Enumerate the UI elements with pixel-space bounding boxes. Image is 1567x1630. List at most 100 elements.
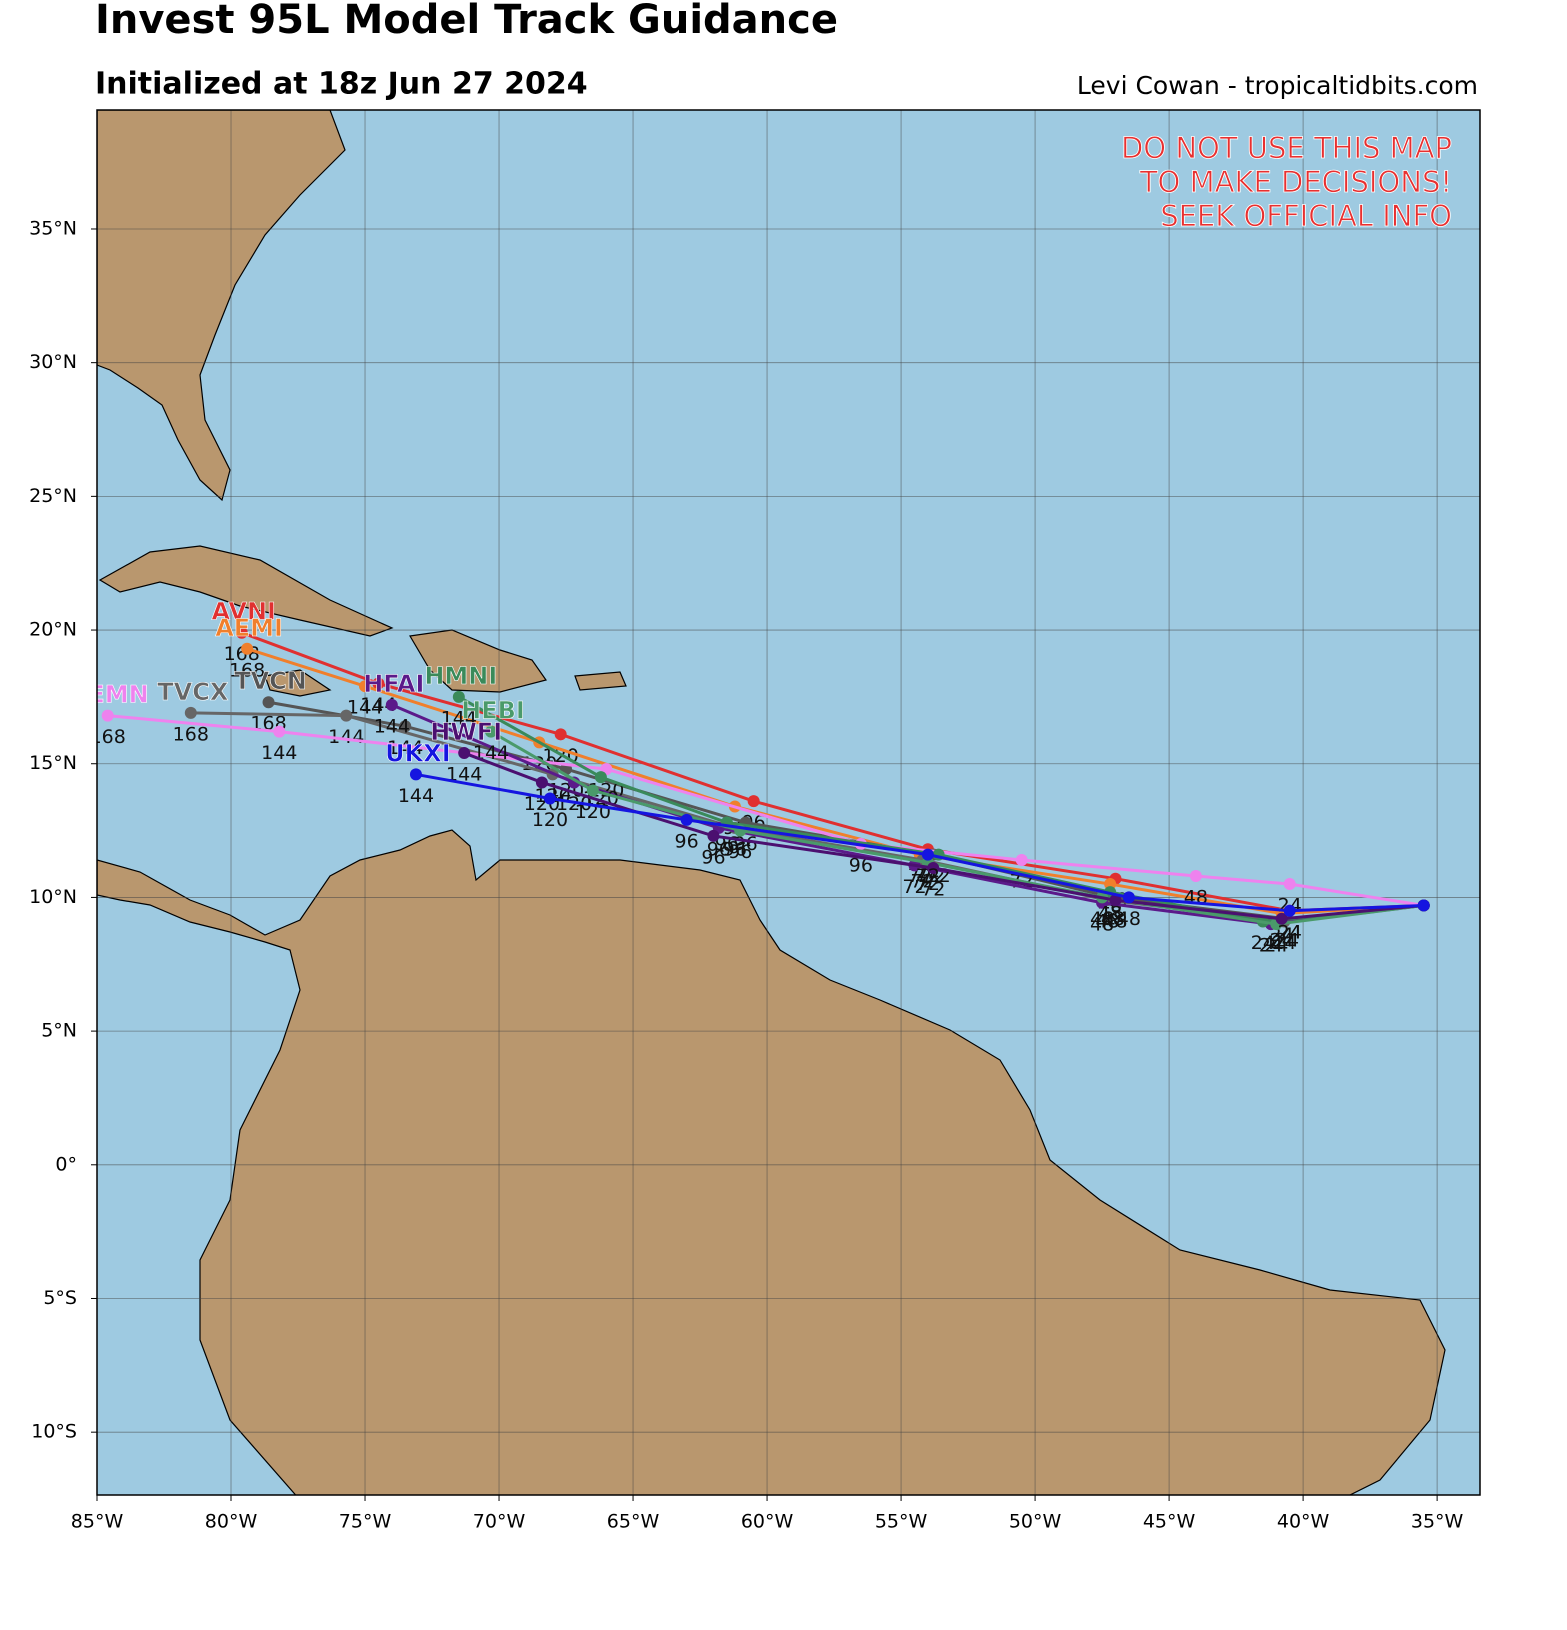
hour-label: 168 bbox=[90, 726, 126, 748]
hour-label: 72 bbox=[902, 876, 926, 898]
x-tick-label: 55°W bbox=[875, 1511, 928, 1533]
hour-label: 96 bbox=[849, 854, 873, 876]
track-name: AVNI bbox=[211, 598, 276, 626]
tracks: 24 48 72 96 120 144 168 AVNI 24 48 72 96 120 144 168 AE… bbox=[90, 597, 1430, 957]
y-tick-label: 0° bbox=[55, 1153, 77, 1175]
hour-label: 24 bbox=[1264, 935, 1288, 957]
hour-label: 144 bbox=[347, 697, 383, 719]
hour-label: 144 bbox=[387, 737, 423, 759]
hour-label: 24 bbox=[1251, 932, 1275, 954]
warning-line: SEEK OFFICIAL INFO bbox=[1160, 199, 1452, 233]
hour-label: 168 bbox=[173, 723, 209, 745]
track-line bbox=[241, 631, 1424, 913]
track-point bbox=[235, 626, 248, 639]
hour-label: 24 bbox=[1259, 935, 1283, 957]
hour-label: 72 bbox=[910, 870, 934, 892]
track-name: AEMI bbox=[215, 614, 283, 642]
title: Invest 95L Model Track Guidance bbox=[95, 0, 838, 43]
y-tick-label: 20°N bbox=[29, 619, 77, 641]
hour-label: 48 bbox=[1101, 908, 1125, 930]
x-tick-label: 75°W bbox=[339, 1511, 392, 1533]
track-point bbox=[586, 784, 599, 797]
track-name: HMNI bbox=[424, 662, 497, 690]
track-point bbox=[927, 862, 940, 875]
track-point bbox=[273, 725, 286, 738]
hour-label: 48 bbox=[1103, 911, 1127, 933]
track-name: TVCN bbox=[234, 667, 307, 695]
hour-label: 144 bbox=[398, 785, 434, 807]
hour-label: 48 bbox=[1095, 911, 1119, 933]
y-tick-label: 10°N bbox=[29, 886, 77, 908]
track-name: HFAI bbox=[363, 670, 424, 698]
hour-label: 48 bbox=[1090, 908, 1114, 930]
x-tick-label: 60°W bbox=[741, 1511, 794, 1533]
hour-label: 144 bbox=[261, 742, 297, 764]
track-point bbox=[359, 680, 372, 693]
x-tick-label: 80°W bbox=[205, 1511, 258, 1533]
track-point bbox=[1189, 870, 1202, 883]
hour-label: 144 bbox=[328, 726, 364, 748]
track-point bbox=[101, 709, 114, 722]
track-point bbox=[921, 848, 934, 861]
hour-label: 96 bbox=[675, 830, 699, 852]
frame bbox=[96, 109, 1481, 1496]
track-point bbox=[458, 747, 471, 760]
track-point bbox=[543, 792, 556, 805]
hour-label: 96 bbox=[723, 838, 747, 860]
hour-label: 144 bbox=[360, 694, 396, 716]
track-point bbox=[1283, 878, 1296, 891]
track-point bbox=[241, 642, 254, 655]
y-tick-label: 25°N bbox=[29, 485, 77, 507]
track-line bbox=[190, 711, 1424, 923]
land bbox=[97, 110, 1446, 1495]
track-point bbox=[1015, 853, 1028, 866]
track-point bbox=[409, 768, 422, 781]
hour-label: 96 bbox=[728, 841, 752, 863]
hour-label: 24 bbox=[1275, 929, 1299, 951]
track-point bbox=[399, 720, 412, 733]
track-point bbox=[452, 690, 465, 703]
track-point bbox=[385, 698, 398, 711]
x-tick-label: 50°W bbox=[1009, 1511, 1062, 1533]
hour-label: 120 bbox=[532, 809, 568, 831]
grid bbox=[97, 110, 1480, 1495]
track-name: TVCX bbox=[157, 678, 229, 706]
y-tick-label: 15°N bbox=[29, 752, 77, 774]
track-point bbox=[1417, 899, 1430, 912]
y-tick-label: 5°S bbox=[43, 1287, 77, 1309]
y-tick-label: 35°N bbox=[29, 217, 77, 239]
warning-line: DO NOT USE THIS MAP bbox=[1121, 131, 1452, 165]
track-point bbox=[372, 677, 385, 690]
hour-label: 72 bbox=[916, 873, 940, 895]
track-point bbox=[340, 709, 353, 722]
y-tick-label: 10°S bbox=[31, 1421, 77, 1443]
track-point bbox=[1275, 912, 1288, 925]
track-name: HWFI bbox=[430, 718, 502, 746]
warning-line: TO MAKE DECISIONS! bbox=[1139, 165, 1452, 199]
x-tick-label: 35°W bbox=[1411, 1511, 1464, 1533]
hour-label: 144 bbox=[374, 715, 410, 737]
y-tick-label: 30°N bbox=[29, 351, 77, 373]
hour-label: 96 bbox=[707, 838, 731, 860]
x-tick-label: 40°W bbox=[1277, 1511, 1330, 1533]
track-point bbox=[184, 706, 197, 719]
y-tick-label: 5°N bbox=[41, 1020, 77, 1042]
hour-label: 48 bbox=[1090, 913, 1114, 935]
x-tick-label: 45°W bbox=[1143, 1511, 1196, 1533]
track-point bbox=[594, 771, 607, 784]
credit: Levi Cowan - tropicaltidbits.com bbox=[1077, 71, 1478, 100]
track-point bbox=[554, 728, 567, 741]
x-tick-label: 65°W bbox=[607, 1511, 660, 1533]
hour-label: 48 bbox=[1117, 908, 1141, 930]
track-point bbox=[707, 829, 720, 842]
hour-label: 72 bbox=[916, 865, 940, 887]
x-tick-label: 70°W bbox=[473, 1511, 526, 1533]
track-point bbox=[747, 795, 760, 808]
track-name: HEBI bbox=[461, 697, 525, 725]
hour-label: 96 bbox=[701, 846, 725, 868]
hour-label: 24 bbox=[1278, 921, 1302, 943]
track-point bbox=[1122, 891, 1135, 904]
hour-label: 48 bbox=[1184, 887, 1208, 909]
